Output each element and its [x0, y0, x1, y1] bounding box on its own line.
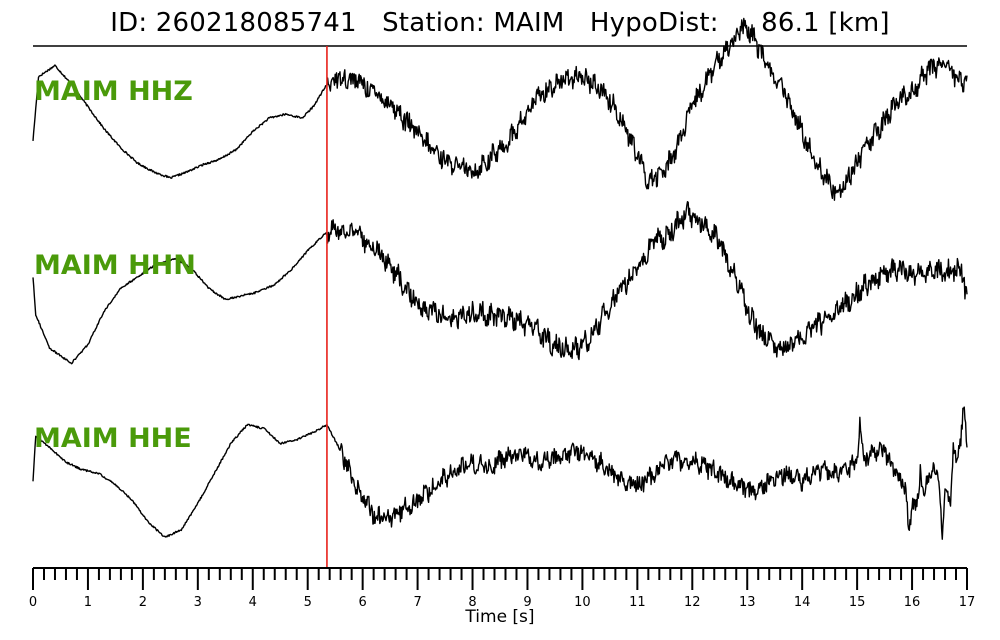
trace-label: MAIM HHE	[34, 423, 192, 454]
x-tick-label: 8	[468, 595, 476, 610]
trace-label: MAIM HHN	[34, 250, 196, 281]
x-tick-label: 11	[629, 595, 646, 610]
trace-maim-hhn	[32, 201, 968, 365]
x-tick-label: 0	[29, 595, 37, 610]
x-tick-label: 7	[413, 595, 421, 610]
x-tick-label: 17	[959, 595, 976, 610]
trace-maim-hhz	[32, 17, 968, 201]
time-axis: 0 1 2 3 4 5 6 7 8 9 10 11 12 13 14 15 16 17	[29, 567, 976, 610]
x-tick-label: 9	[523, 595, 531, 610]
x-tick-label: 4	[249, 595, 257, 610]
x-axis-label: Time [s]	[464, 607, 534, 627]
x-tick-label: 10	[574, 595, 591, 610]
x-tick-label: 15	[849, 595, 866, 610]
x-tick-label: 13	[739, 595, 756, 610]
x-tick-label: 6	[359, 595, 367, 610]
trace-label: MAIM HHZ	[34, 76, 193, 107]
x-tick-label: 3	[194, 595, 202, 610]
x-tick-label: 2	[139, 595, 147, 610]
x-tick-label: 14	[794, 595, 811, 610]
x-tick-label: 5	[304, 595, 312, 610]
x-tick-label: 16	[904, 595, 921, 610]
trace-maim-hhe	[32, 406, 968, 540]
x-tick-label: 12	[684, 595, 701, 610]
x-tick-label: 1	[84, 595, 92, 610]
chart-title: ID: 260218085741 Station: MAIM HypoDist:…	[110, 8, 890, 38]
